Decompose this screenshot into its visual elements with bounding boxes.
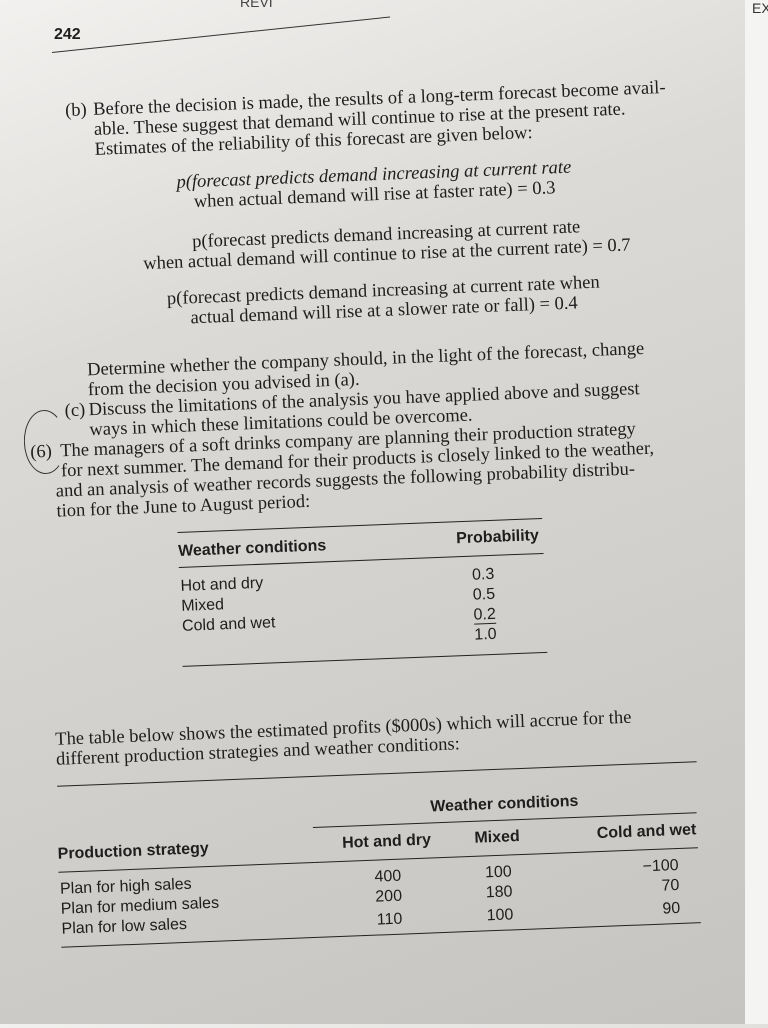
column-header: Mixed	[474, 827, 521, 847]
probability-statement: p(forecast predicts demand increasing at…	[176, 157, 572, 213]
column-header: Probability	[455, 527, 540, 548]
part-b-label: (b)	[64, 100, 88, 121]
cell: 100	[484, 862, 513, 881]
weather-probability-table: Weather conditions Probability Hot and dr…	[177, 518, 548, 667]
question-6-label: (6)	[29, 441, 53, 463]
cell: 90	[662, 899, 681, 918]
running-head: REVI	[240, 0, 273, 10]
probability-statement: p(forecast predicts demand increasing at…	[142, 217, 631, 275]
facing-page-head: EX	[752, 0, 768, 16]
determine-line: Determine whether the company should, in…	[86, 338, 645, 381]
cell: 110	[376, 910, 403, 929]
column-header: Hot and dry	[341, 831, 432, 852]
cell: 100	[486, 906, 514, 925]
facing-page-edge	[745, 0, 768, 1024]
total-cell: 1.0	[410, 622, 548, 658]
part-c-label: (c)	[64, 400, 86, 422]
profits-table: Weather conditions Production strategy H…	[56, 782, 701, 947]
page-number: 242	[54, 26, 81, 43]
probability-statement: p(forecast predicts demand increasing at…	[166, 272, 601, 329]
